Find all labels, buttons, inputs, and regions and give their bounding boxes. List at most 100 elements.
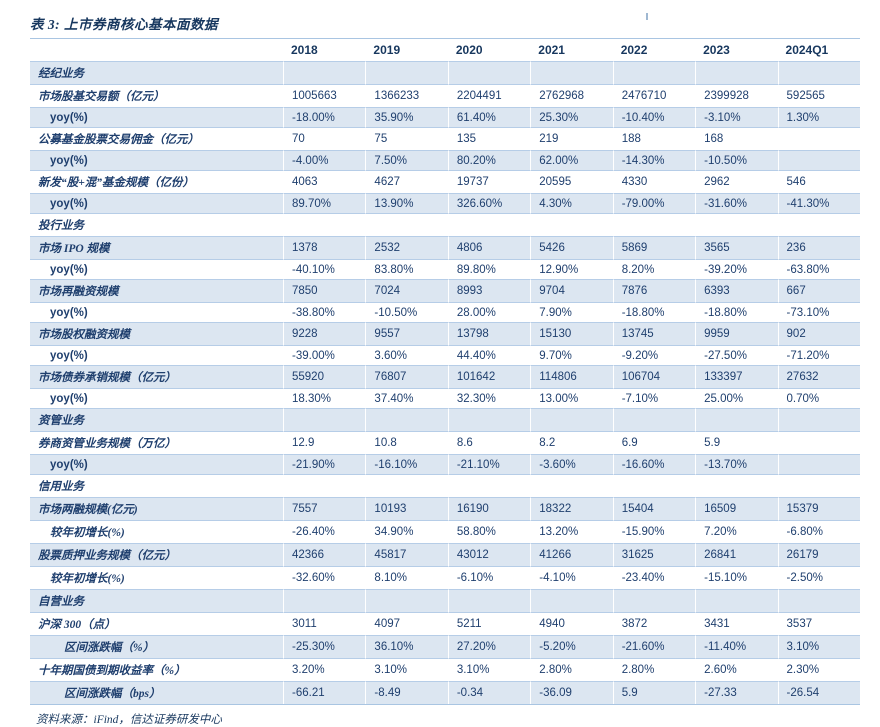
value-cell: 4063 bbox=[283, 170, 366, 193]
value-cell: -25.30% bbox=[283, 635, 366, 658]
value-cell: -73.10% bbox=[777, 302, 860, 322]
value-cell: 2532 bbox=[365, 236, 448, 259]
value-cell: -6.80% bbox=[777, 520, 860, 543]
value-cell: 44.40% bbox=[447, 345, 531, 365]
value-cell: -18.00% bbox=[283, 107, 366, 127]
value-cell bbox=[612, 61, 696, 84]
value-cell: 76807 bbox=[365, 365, 448, 388]
value-cell: -66.21 bbox=[283, 681, 366, 704]
table-row: 市场债券承销规模（亿元） 55920 76807 101642 114806 106704… bbox=[30, 365, 860, 388]
table-row: 券商资管业务规模（万亿） 12.9 10.8 8.6 8.2 6.9 5.9 bbox=[30, 431, 860, 454]
value-cell: -2.50% bbox=[777, 566, 860, 589]
row-label: yoy(%) bbox=[30, 302, 283, 322]
row-label: 股票质押业务规模（亿元） bbox=[30, 543, 283, 566]
value-cell: -18.80% bbox=[695, 302, 778, 322]
value-cell bbox=[283, 61, 366, 84]
value-cell: 3537 bbox=[777, 612, 860, 635]
value-cell: 2.30% bbox=[777, 658, 860, 681]
value-cell: 3.10% bbox=[365, 658, 448, 681]
value-cell: 12.9 bbox=[283, 431, 366, 454]
section-row: 资管业务 bbox=[30, 408, 860, 431]
value-cell: 13745 bbox=[612, 322, 696, 345]
value-cell: 18322 bbox=[530, 497, 613, 520]
value-cell: 236 bbox=[777, 236, 860, 259]
value-cell: 42366 bbox=[283, 543, 366, 566]
value-cell: 8.6 bbox=[447, 431, 531, 454]
value-cell: -10.50% bbox=[365, 302, 448, 322]
value-cell: 902 bbox=[777, 322, 860, 345]
value-cell: -71.20% bbox=[777, 345, 860, 365]
value-cell: -39.20% bbox=[695, 259, 778, 279]
value-cell: -9.20% bbox=[612, 345, 696, 365]
value-cell bbox=[612, 213, 696, 236]
value-cell: 133397 bbox=[695, 365, 778, 388]
value-cell: -14.30% bbox=[612, 150, 696, 170]
header-cell-empty bbox=[30, 38, 283, 61]
value-cell: 25.30% bbox=[530, 107, 613, 127]
value-cell: 5.9 bbox=[695, 431, 778, 454]
value-cell: -21.90% bbox=[283, 454, 366, 474]
value-cell: 2476710 bbox=[612, 84, 696, 107]
header-cell-year: 2020 bbox=[447, 38, 531, 61]
value-cell: -10.40% bbox=[612, 107, 696, 127]
value-cell: -26.54 bbox=[777, 681, 860, 704]
table-row: yoy(%) 18.30% 37.40% 32.30% 13.00% -7.10% 25.0… bbox=[30, 388, 860, 408]
value-cell bbox=[777, 150, 860, 170]
table-row: yoy(%) -21.90% -16.10% -21.10% -3.60% -16.60%… bbox=[30, 454, 860, 474]
value-cell: 2962 bbox=[695, 170, 778, 193]
row-label: 经纪业务 bbox=[30, 61, 283, 84]
value-cell: 26841 bbox=[695, 543, 778, 566]
value-cell bbox=[695, 589, 778, 612]
value-cell: 1378 bbox=[283, 236, 366, 259]
value-cell: -27.33 bbox=[695, 681, 778, 704]
value-cell: 4940 bbox=[530, 612, 613, 635]
value-cell: 70 bbox=[283, 127, 366, 150]
value-cell: -40.10% bbox=[283, 259, 366, 279]
value-cell: 20595 bbox=[530, 170, 613, 193]
table-row: 股票质押业务规模（亿元） 42366 45817 43012 41266 31625 268… bbox=[30, 543, 860, 566]
row-label: yoy(%) bbox=[30, 107, 283, 127]
value-cell: 13798 bbox=[447, 322, 531, 345]
value-cell: 168 bbox=[695, 127, 778, 150]
row-label: yoy(%) bbox=[30, 388, 283, 408]
value-cell: 13.20% bbox=[530, 520, 613, 543]
value-cell bbox=[447, 589, 531, 612]
value-cell: 106704 bbox=[612, 365, 696, 388]
value-cell: 135 bbox=[447, 127, 531, 150]
value-cell bbox=[283, 408, 366, 431]
value-cell: 4330 bbox=[612, 170, 696, 193]
value-cell: 7557 bbox=[283, 497, 366, 520]
value-cell: 1005663 bbox=[283, 84, 366, 107]
value-cell: 546 bbox=[777, 170, 860, 193]
value-cell: -27.50% bbox=[695, 345, 778, 365]
value-cell: -15.10% bbox=[695, 566, 778, 589]
value-cell bbox=[365, 408, 448, 431]
row-label: 公募基金股票交易佣金（亿元） bbox=[30, 127, 283, 150]
value-cell: 7024 bbox=[365, 279, 448, 302]
table-row: yoy(%) -38.80% -10.50% 28.00% 7.90% -18.80% -1… bbox=[30, 302, 860, 322]
row-label: yoy(%) bbox=[30, 259, 283, 279]
value-cell: 18.30% bbox=[283, 388, 366, 408]
value-cell bbox=[695, 61, 778, 84]
value-cell: 667 bbox=[777, 279, 860, 302]
row-label: 新发“股+混”基金规模（亿份） bbox=[30, 170, 283, 193]
value-cell bbox=[365, 213, 448, 236]
value-cell: 41266 bbox=[530, 543, 613, 566]
value-cell: -32.60% bbox=[283, 566, 366, 589]
value-cell: 12.90% bbox=[530, 259, 613, 279]
value-cell: 5.9 bbox=[612, 681, 696, 704]
table-row: 市场股基交易额（亿元） 1005663 1366233 2204491 2762968 2… bbox=[30, 84, 860, 107]
value-cell: 7876 bbox=[612, 279, 696, 302]
value-cell: 8.2 bbox=[530, 431, 613, 454]
value-cell bbox=[777, 431, 860, 454]
value-cell: 27632 bbox=[777, 365, 860, 388]
value-cell: -16.60% bbox=[612, 454, 696, 474]
value-cell bbox=[777, 408, 860, 431]
row-label: 较年初增长(%) bbox=[30, 520, 283, 543]
value-cell: -23.40% bbox=[612, 566, 696, 589]
source-note: 资料来源：iFind，信达证券研发中心 bbox=[36, 714, 222, 726]
value-cell: 7850 bbox=[283, 279, 366, 302]
header-cell-year: 2023 bbox=[695, 38, 778, 61]
value-cell: 10.8 bbox=[365, 431, 448, 454]
value-cell: -15.90% bbox=[612, 520, 696, 543]
